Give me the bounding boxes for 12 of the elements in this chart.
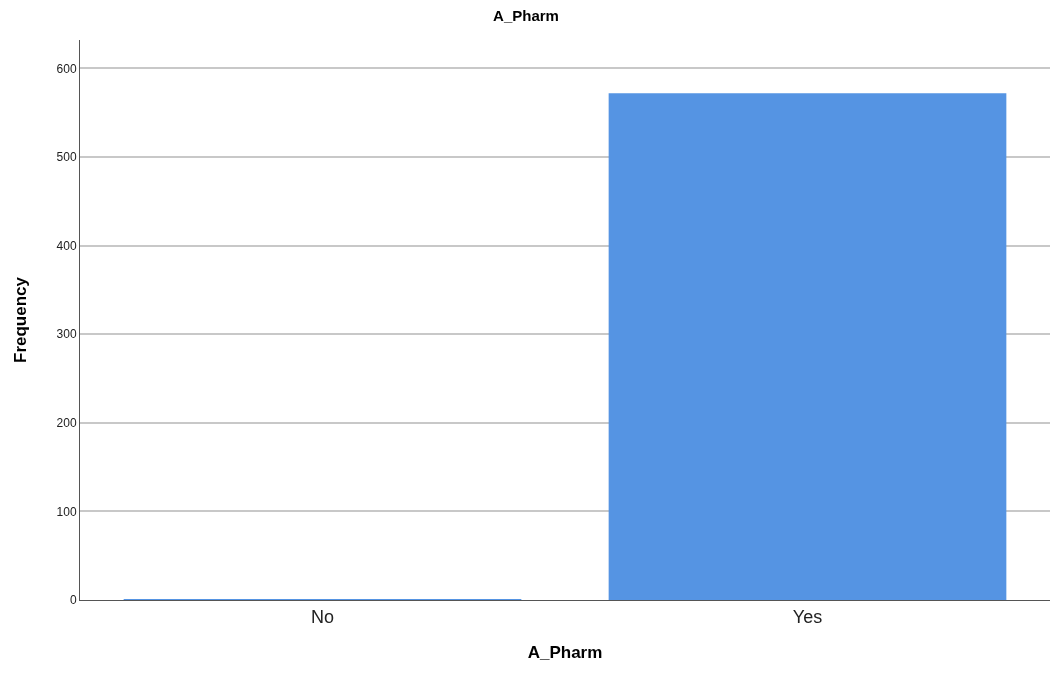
chart-title: A_Pharm: [493, 6, 559, 24]
y-tick-label: 200: [56, 415, 77, 430]
x-tick-label: No: [310, 606, 335, 627]
y-tick-label: 500: [56, 150, 77, 165]
y-axis-title: Frequency: [11, 276, 31, 363]
y-tick-label: 400: [56, 238, 77, 253]
x-axis-title: A_Pharm: [527, 643, 603, 662]
y-tick-label: 600: [56, 61, 77, 76]
y-tick-label: 100: [56, 504, 77, 519]
y-tick-label: 300: [56, 327, 77, 342]
y-tick-label: 0: [69, 593, 77, 608]
x-tick-label: Yes: [792, 606, 823, 627]
